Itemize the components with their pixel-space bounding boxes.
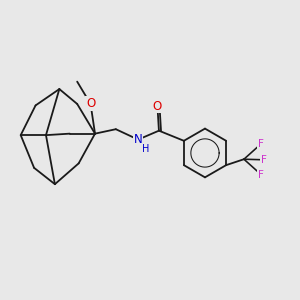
Text: H: H: [142, 143, 149, 154]
Text: F: F: [258, 139, 264, 149]
Text: N: N: [134, 133, 142, 146]
Text: O: O: [153, 100, 162, 112]
Text: F: F: [261, 155, 267, 165]
Text: F: F: [258, 170, 264, 180]
Text: O: O: [86, 98, 95, 110]
